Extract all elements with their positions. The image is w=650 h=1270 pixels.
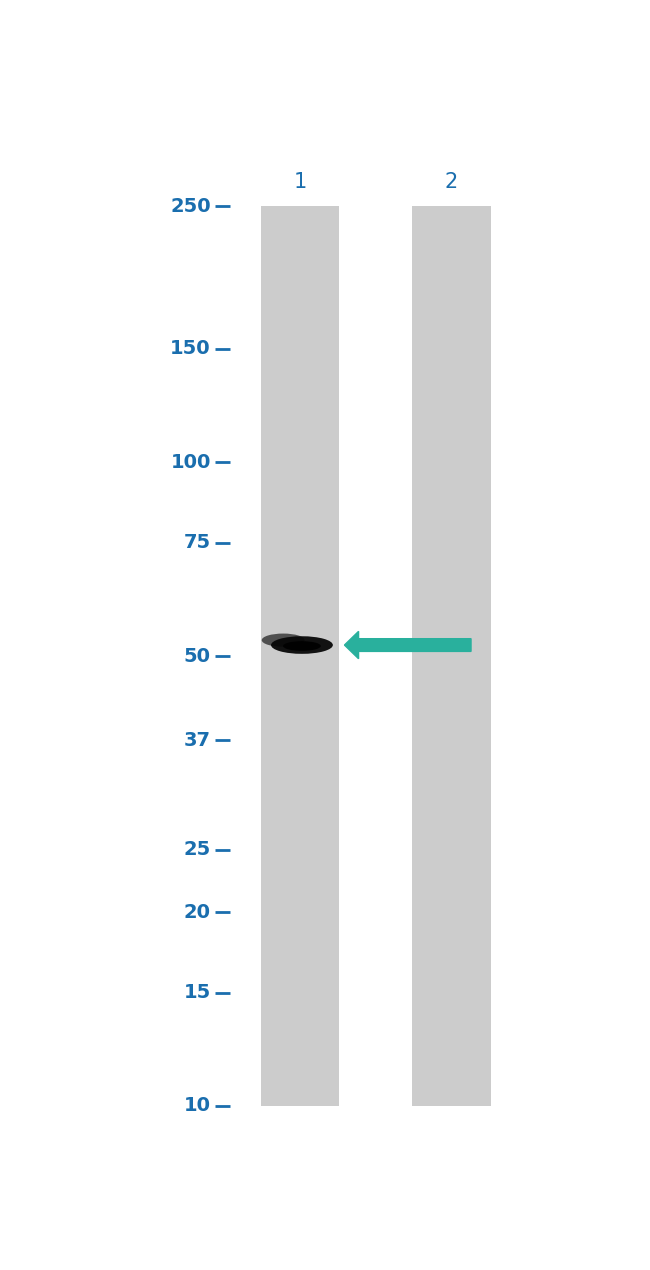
FancyArrow shape: [344, 631, 471, 659]
Text: 20: 20: [184, 903, 211, 922]
Ellipse shape: [283, 641, 321, 650]
Text: 150: 150: [170, 339, 211, 358]
Ellipse shape: [271, 636, 333, 654]
Text: 15: 15: [183, 983, 211, 1002]
Text: 25: 25: [183, 841, 211, 860]
Bar: [413, 206, 491, 1106]
Text: 250: 250: [170, 197, 211, 216]
Text: 1: 1: [294, 171, 307, 192]
Text: 10: 10: [184, 1096, 211, 1115]
Text: 37: 37: [184, 730, 211, 749]
Text: 100: 100: [170, 453, 211, 471]
Text: 50: 50: [184, 646, 211, 665]
Ellipse shape: [262, 634, 305, 646]
Bar: [261, 206, 339, 1106]
Text: 75: 75: [183, 533, 211, 552]
Text: 2: 2: [445, 171, 458, 192]
